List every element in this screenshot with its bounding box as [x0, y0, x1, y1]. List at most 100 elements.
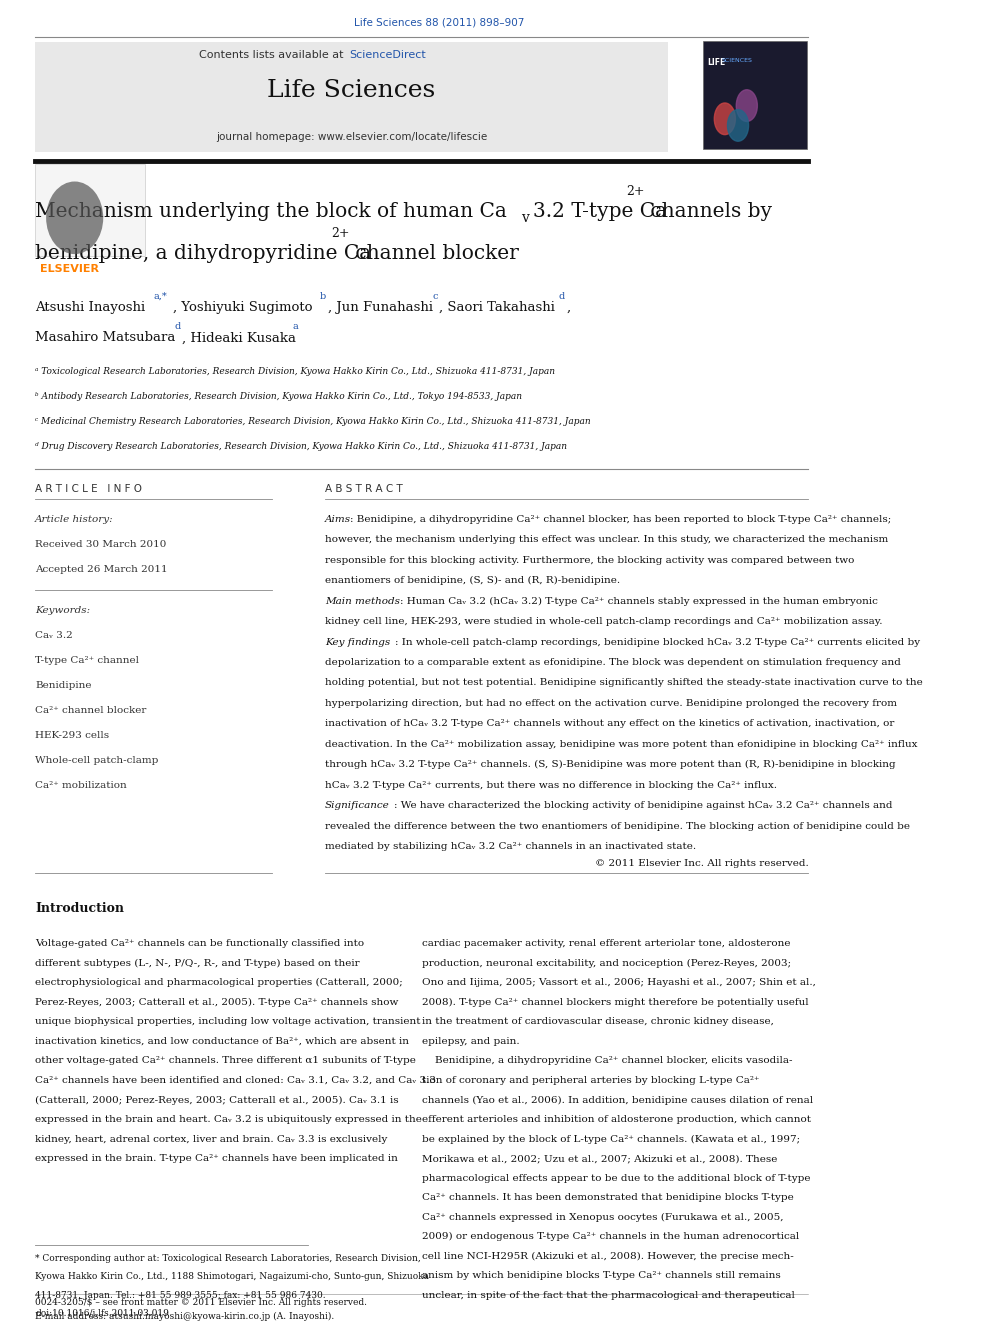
Text: (Catterall, 2000; Perez-Reyes, 2003; Catterall et al., 2005). Caᵥ 3.1 is: (Catterall, 2000; Perez-Reyes, 2003; Cat… — [35, 1095, 399, 1105]
Text: 0024-3205/$ – see front matter © 2011 Elsevier Inc. All rights reserved.: 0024-3205/$ – see front matter © 2011 El… — [35, 1298, 367, 1307]
Text: anism by which benidipine blocks T-type Ca²⁺ channels still remains: anism by which benidipine blocks T-type … — [422, 1271, 781, 1281]
Text: Article history:: Article history: — [35, 515, 114, 524]
Text: channels (Yao et al., 2006). In addition, benidipine causes dilation of renal: channels (Yao et al., 2006). In addition… — [422, 1095, 812, 1105]
Text: : In whole-cell patch-clamp recordings, benidipine blocked hCaᵥ 3.2 T-type Ca²⁺ : : In whole-cell patch-clamp recordings, … — [396, 638, 921, 647]
Text: production, neuronal excitability, and nociception (Perez-Reyes, 2003;: production, neuronal excitability, and n… — [422, 959, 791, 968]
Text: Keywords:: Keywords: — [35, 606, 90, 615]
Text: Accepted 26 March 2011: Accepted 26 March 2011 — [35, 565, 168, 574]
FancyBboxPatch shape — [35, 42, 668, 152]
Text: cell line NCI-H295R (Akizuki et al., 2008). However, the precise mech-: cell line NCI-H295R (Akizuki et al., 200… — [422, 1252, 794, 1261]
Ellipse shape — [46, 181, 103, 254]
Text: benidipine, a dihydropyridine Ca: benidipine, a dihydropyridine Ca — [35, 245, 371, 263]
Text: SCIENCES: SCIENCES — [721, 58, 752, 64]
Text: be explained by the block of L-type Ca²⁺ channels. (Kawata et al., 1997;: be explained by the block of L-type Ca²⁺… — [422, 1135, 800, 1143]
Text: kidney cell line, HEK-293, were studied in whole-cell patch-clamp recordings and: kidney cell line, HEK-293, were studied … — [325, 617, 883, 626]
Circle shape — [727, 110, 749, 142]
Text: Voltage-gated Ca²⁺ channels can be functionally classified into: Voltage-gated Ca²⁺ channels can be funct… — [35, 939, 364, 949]
Text: a,*: a,* — [154, 291, 168, 300]
Text: Introduction: Introduction — [35, 902, 124, 916]
Text: v: v — [521, 212, 529, 225]
Text: Life Sciences 88 (2011) 898–907: Life Sciences 88 (2011) 898–907 — [354, 17, 525, 28]
Text: , Hideaki Kusaka: , Hideaki Kusaka — [182, 331, 301, 344]
Text: Whole-cell patch-clamp: Whole-cell patch-clamp — [35, 757, 159, 765]
Text: 2009) or endogenous T-type Ca²⁺ channels in the human adrenocortical: 2009) or endogenous T-type Ca²⁺ channels… — [422, 1232, 799, 1241]
Text: ᵇ Antibody Research Laboratories, Research Division, Kyowa Hakko Kirin Co., Ltd.: ᵇ Antibody Research Laboratories, Resear… — [35, 392, 522, 401]
Text: depolarization to a comparable extent as efonidipine. The block was dependent on: depolarization to a comparable extent as… — [325, 658, 901, 667]
Text: unique biophysical properties, including low voltage activation, transient: unique biophysical properties, including… — [35, 1017, 421, 1027]
Text: cardiac pacemaker activity, renal efferent arteriolar tone, aldosterone: cardiac pacemaker activity, renal effere… — [422, 939, 791, 949]
Text: Received 30 March 2010: Received 30 March 2010 — [35, 540, 167, 549]
Text: , Yoshiyuki Sugimoto: , Yoshiyuki Sugimoto — [173, 300, 316, 314]
Text: 2+: 2+ — [626, 185, 645, 198]
Text: Ca²⁺ channels. It has been demonstrated that benidipine blocks T-type: Ca²⁺ channels. It has been demonstrated … — [422, 1193, 794, 1203]
Text: Main methods: Main methods — [325, 597, 400, 606]
Text: 2008). T-type Ca²⁺ channel blockers might therefore be potentially useful: 2008). T-type Ca²⁺ channel blockers migh… — [422, 998, 808, 1007]
Text: Ono and Iijima, 2005; Vassort et al., 2006; Hayashi et al., 2007; Shin et al.,: Ono and Iijima, 2005; Vassort et al., 20… — [422, 978, 815, 987]
Text: E-mail address: atsushi.inayoshi@kyowa-kirin.co.jp (A. Inayoshi).: E-mail address: atsushi.inayoshi@kyowa-k… — [35, 1312, 334, 1322]
Text: 411-8731, Japan. Tel.: +81 55 989 3555; fax: +81 55 986 7430.: 411-8731, Japan. Tel.: +81 55 989 3555; … — [35, 1291, 325, 1301]
Text: efferent arterioles and inhibition of aldosterone production, which cannot: efferent arterioles and inhibition of al… — [422, 1115, 810, 1125]
FancyBboxPatch shape — [35, 164, 145, 257]
Text: ScienceDirect: ScienceDirect — [349, 50, 426, 60]
Text: holding potential, but not test potential. Benidipine significantly shifted the : holding potential, but not test potentia… — [325, 679, 923, 688]
Text: ᶜ Medicinal Chemistry Research Laboratories, Research Division, Kyowa Hakko Kiri: ᶜ Medicinal Chemistry Research Laborator… — [35, 417, 591, 426]
Text: c: c — [433, 291, 437, 300]
Text: inactivation of hCaᵥ 3.2 T-type Ca²⁺ channels without any effect on the kinetics: inactivation of hCaᵥ 3.2 T-type Ca²⁺ cha… — [325, 720, 895, 729]
Text: : We have characterized the blocking activity of benidipine against hCaᵥ 3.2 Ca²: : We have characterized the blocking act… — [395, 802, 893, 810]
Text: journal homepage: www.elsevier.com/locate/lifescie: journal homepage: www.elsevier.com/locat… — [216, 132, 487, 142]
Text: Aims: Aims — [325, 515, 351, 524]
Text: hyperpolarizing direction, but had no effect on the activation curve. Benidipine: hyperpolarizing direction, but had no ef… — [325, 699, 897, 708]
Text: Ca²⁺ channels have been identified and cloned: Caᵥ 3.1, Caᵥ 3.2, and Caᵥ 3.3: Ca²⁺ channels have been identified and c… — [35, 1076, 436, 1085]
Text: Atsushi Inayoshi: Atsushi Inayoshi — [35, 300, 150, 314]
Text: ,: , — [566, 300, 570, 314]
Text: channel blocker: channel blocker — [349, 245, 519, 263]
Text: Significance: Significance — [325, 802, 390, 810]
Text: epilepsy, and pain.: epilepsy, and pain. — [422, 1037, 520, 1046]
Text: © 2011 Elsevier Inc. All rights reserved.: © 2011 Elsevier Inc. All rights reserved… — [594, 859, 808, 868]
Text: electrophysiological and pharmacological properties (Catterall, 2000;: electrophysiological and pharmacological… — [35, 978, 403, 987]
Text: Morikawa et al., 2002; Uzu et al., 2007; Akizuki et al., 2008). These: Morikawa et al., 2002; Uzu et al., 2007;… — [422, 1154, 777, 1163]
Text: LIFE: LIFE — [707, 58, 725, 67]
Text: ELSEVIER: ELSEVIER — [41, 265, 99, 274]
Text: Ca²⁺ channel blocker: Ca²⁺ channel blocker — [35, 706, 147, 716]
Text: hCaᵥ 3.2 T-type Ca²⁺ currents, but there was no difference in blocking the Ca²⁺ : hCaᵥ 3.2 T-type Ca²⁺ currents, but there… — [325, 781, 777, 790]
Text: A B S T R A C T: A B S T R A C T — [325, 484, 403, 495]
Text: Perez-Reyes, 2003; Catterall et al., 2005). T-type Ca²⁺ channels show: Perez-Reyes, 2003; Catterall et al., 200… — [35, 998, 399, 1007]
Text: other voltage-gated Ca²⁺ channels. Three different α1 subunits of T-type: other voltage-gated Ca²⁺ channels. Three… — [35, 1056, 416, 1065]
Text: 2+: 2+ — [331, 228, 350, 239]
Text: Masahiro Matsubara: Masahiro Matsubara — [35, 331, 180, 344]
Text: , Jun Funahashi: , Jun Funahashi — [327, 300, 436, 314]
Text: enantiomers of benidipine, (S, S)- and (R, R)-benidipine.: enantiomers of benidipine, (S, S)- and (… — [325, 577, 620, 585]
Text: * Corresponding author at: Toxicological Research Laboratories, Research Divisio: * Corresponding author at: Toxicological… — [35, 1254, 421, 1263]
Text: however, the mechanism underlying this effect was unclear. In this study, we cha: however, the mechanism underlying this e… — [325, 536, 888, 544]
Text: revealed the difference between the two enantiomers of benidipine. The blocking : revealed the difference between the two … — [325, 822, 910, 831]
Text: : Human Caᵥ 3.2 (hCaᵥ 3.2) T-type Ca²⁺ channels stably expressed in the human em: : Human Caᵥ 3.2 (hCaᵥ 3.2) T-type Ca²⁺ c… — [400, 597, 878, 606]
Text: HEK-293 cells: HEK-293 cells — [35, 732, 109, 741]
Text: d: d — [175, 321, 182, 331]
Text: Caᵥ 3.2: Caᵥ 3.2 — [35, 631, 72, 640]
Text: ᵈ Drug Discovery Research Laboratories, Research Division, Kyowa Hakko Kirin Co.: ᵈ Drug Discovery Research Laboratories, … — [35, 442, 567, 451]
Circle shape — [714, 103, 735, 135]
Text: expressed in the brain. T-type Ca²⁺ channels have been implicated in: expressed in the brain. T-type Ca²⁺ chan… — [35, 1154, 398, 1163]
Text: mediated by stabilizing hCaᵥ 3.2 Ca²⁺ channels in an inactivated state.: mediated by stabilizing hCaᵥ 3.2 Ca²⁺ ch… — [325, 843, 696, 851]
Text: unclear, in spite of the fact that the pharmacological and therapeutical: unclear, in spite of the fact that the p… — [422, 1291, 795, 1299]
Text: d: d — [558, 291, 565, 300]
FancyBboxPatch shape — [703, 41, 806, 149]
Text: : Benidipine, a dihydropyridine Ca²⁺ channel blocker, has been reported to block: : Benidipine, a dihydropyridine Ca²⁺ cha… — [350, 515, 891, 524]
Text: Mechanism underlying the block of human Ca: Mechanism underlying the block of human … — [35, 202, 507, 221]
Text: ᵃ Toxicological Research Laboratories, Research Division, Kyowa Hakko Kirin Co.,: ᵃ Toxicological Research Laboratories, R… — [35, 366, 556, 376]
Text: through hCaᵥ 3.2 T-type Ca²⁺ channels. (S, S)-Benidipine was more potent than (R: through hCaᵥ 3.2 T-type Ca²⁺ channels. (… — [325, 761, 896, 770]
Text: Key findings: Key findings — [325, 638, 390, 647]
Circle shape — [736, 90, 757, 122]
Text: Life Sciences: Life Sciences — [267, 79, 435, 102]
Text: pharmacological effects appear to be due to the additional block of T-type: pharmacological effects appear to be due… — [422, 1174, 810, 1183]
Text: Benidipine: Benidipine — [35, 681, 91, 691]
Text: different subtypes (L-, N-, P/Q-, R-, and T-type) based on their: different subtypes (L-, N-, P/Q-, R-, an… — [35, 959, 360, 968]
Text: deactivation. In the Ca²⁺ mobilization assay, benidipine was more potent than ef: deactivation. In the Ca²⁺ mobilization a… — [325, 740, 918, 749]
Text: b: b — [319, 291, 326, 300]
Text: inactivation kinetics, and low conductance of Ba²⁺, which are absent in: inactivation kinetics, and low conductan… — [35, 1037, 409, 1046]
Text: kidney, heart, adrenal cortex, liver and brain. Caᵥ 3.3 is exclusively: kidney, heart, adrenal cortex, liver and… — [35, 1135, 388, 1143]
Text: expressed in the brain and heart. Caᵥ 3.2 is ubiquitously expressed in the: expressed in the brain and heart. Caᵥ 3.… — [35, 1115, 422, 1125]
Text: doi:10.1016/j.lfs.2011.03.019: doi:10.1016/j.lfs.2011.03.019 — [35, 1310, 169, 1319]
Text: T-type Ca²⁺ channel: T-type Ca²⁺ channel — [35, 656, 139, 665]
